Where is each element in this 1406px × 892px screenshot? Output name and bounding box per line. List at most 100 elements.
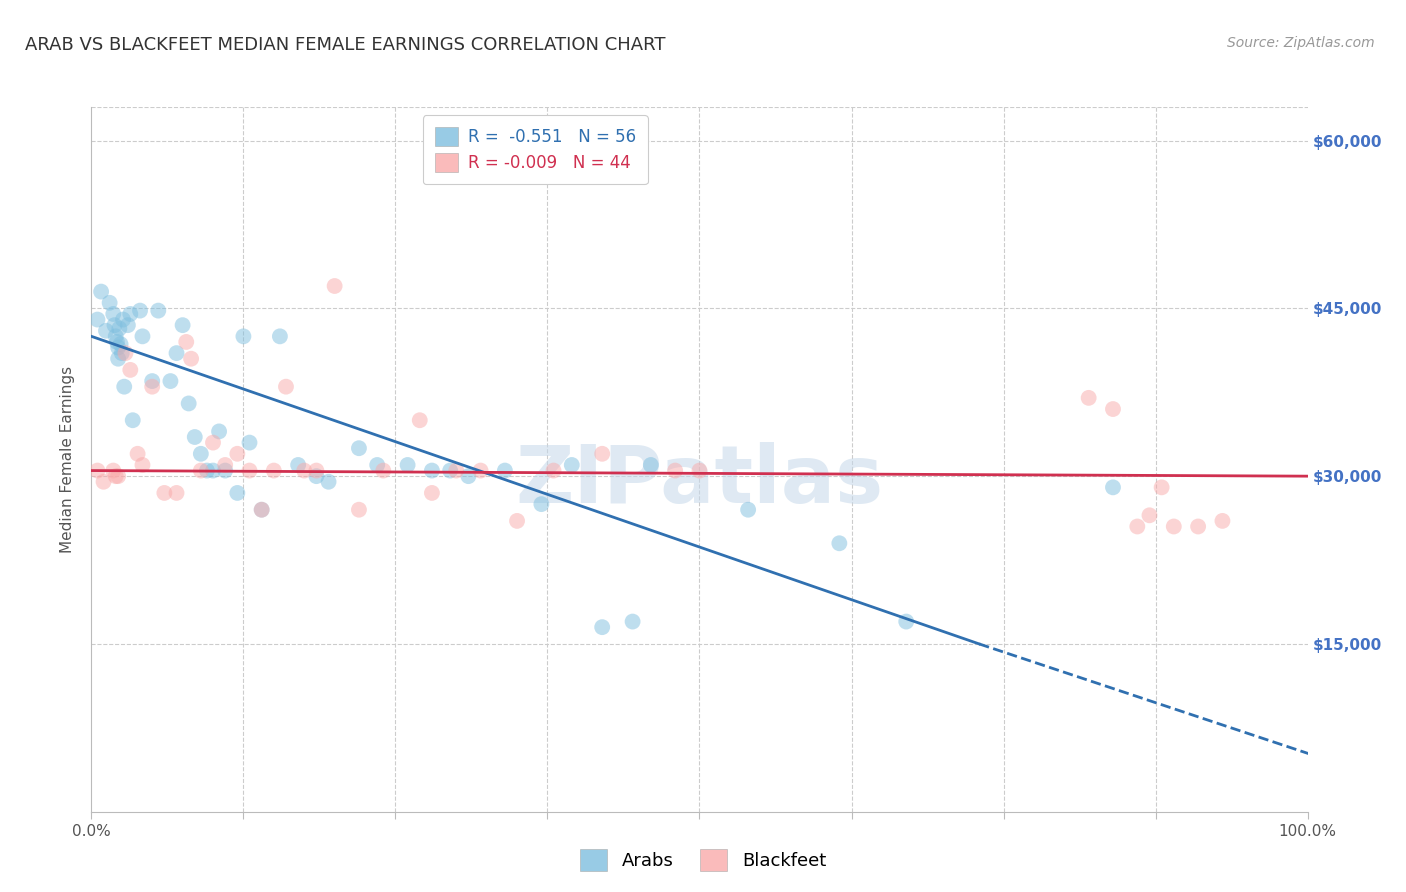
Point [828, 536, 851, 550]
Point [107, 341, 129, 355]
Point [561, 458, 583, 472]
Point [292, 464, 315, 478]
Point [159, 374, 181, 388]
Point [148, 303, 170, 318]
Point [287, 458, 309, 472]
Point [180, 351, 202, 366]
Point [238, 435, 260, 450]
Point [214, 464, 236, 478]
Point [1150, 480, 1173, 494]
Point [121, 413, 143, 427]
Point [373, 464, 395, 478]
Point [105, 334, 128, 349]
Point [1102, 402, 1125, 417]
Point [250, 502, 273, 516]
Point [305, 464, 328, 478]
Point [896, 615, 918, 629]
Point [269, 329, 291, 343]
Point [195, 464, 218, 478]
Point [208, 425, 231, 439]
Point [166, 346, 188, 360]
Text: ZIPatlas: ZIPatlas [516, 442, 883, 519]
Point [141, 379, 163, 393]
Point [737, 502, 759, 516]
Point [131, 329, 153, 343]
Point [86, 312, 108, 326]
Legend: Arabs, Blackfeet: Arabs, Blackfeet [572, 842, 834, 879]
Point [111, 346, 134, 360]
Point [103, 464, 125, 478]
Point [93, 475, 115, 489]
Point [263, 464, 285, 478]
Point [166, 486, 188, 500]
Point [103, 307, 125, 321]
Point [274, 379, 297, 393]
Point [226, 447, 249, 461]
Point [190, 464, 212, 478]
Point [347, 502, 370, 516]
Point [305, 469, 328, 483]
Point [153, 486, 176, 500]
Point [190, 447, 212, 461]
Point [184, 430, 207, 444]
Legend: R =  -0.551   N = 56, R = -0.009   N = 44: R = -0.551 N = 56, R = -0.009 N = 44 [423, 115, 648, 184]
Point [129, 303, 152, 318]
Point [1187, 519, 1209, 533]
Point [470, 464, 492, 478]
Point [104, 329, 127, 343]
Point [131, 458, 153, 472]
Point [90, 285, 112, 299]
Point [141, 374, 163, 388]
Point [202, 435, 225, 450]
Point [506, 514, 529, 528]
Point [457, 469, 479, 483]
Point [174, 334, 197, 349]
Point [591, 447, 613, 461]
Point [86, 464, 108, 478]
Point [202, 464, 225, 478]
Point [1211, 514, 1233, 528]
Point [494, 464, 516, 478]
Point [420, 486, 443, 500]
Point [366, 458, 388, 472]
Point [232, 329, 254, 343]
Point [104, 469, 127, 483]
Point [226, 486, 249, 500]
Point [444, 464, 467, 478]
Point [1126, 519, 1149, 533]
Point [238, 464, 260, 478]
Point [591, 620, 613, 634]
Point [1102, 480, 1125, 494]
Point [114, 346, 136, 360]
Point [110, 337, 132, 351]
Point [409, 413, 432, 427]
Point [103, 318, 125, 333]
Y-axis label: Median Female Earnings: Median Female Earnings [60, 366, 76, 553]
Point [1139, 508, 1161, 523]
Point [120, 363, 142, 377]
Point [543, 464, 565, 478]
Point [214, 458, 236, 472]
Point [621, 615, 644, 629]
Point [107, 469, 129, 483]
Point [439, 464, 461, 478]
Point [98, 295, 121, 310]
Text: ARAB VS BLACKFEET MEDIAN FEMALE EARNINGS CORRELATION CHART: ARAB VS BLACKFEET MEDIAN FEMALE EARNINGS… [25, 36, 666, 54]
Point [107, 351, 129, 366]
Point [396, 458, 419, 472]
Point [688, 464, 710, 478]
Point [108, 321, 131, 335]
Point [117, 318, 139, 333]
Point [530, 497, 553, 511]
Point [120, 307, 142, 321]
Point [664, 464, 686, 478]
Point [94, 324, 117, 338]
Point [112, 379, 135, 393]
Point [323, 279, 346, 293]
Point [347, 441, 370, 455]
Point [127, 447, 149, 461]
Point [318, 475, 340, 489]
Point [1163, 519, 1185, 533]
Point [172, 318, 194, 333]
Point [111, 312, 134, 326]
